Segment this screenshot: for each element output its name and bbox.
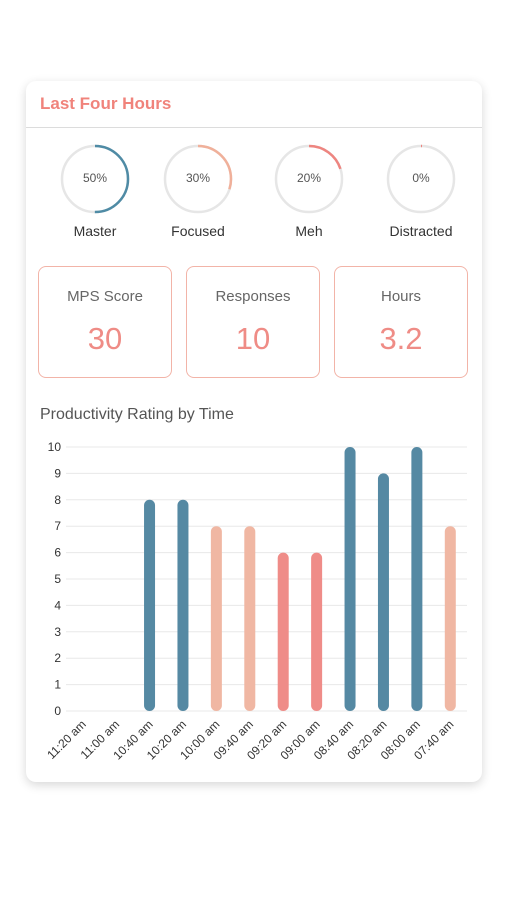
ring-distracted-gauge <box>386 144 456 214</box>
y-tick-label: 2 <box>54 651 61 665</box>
stat-mps-score-label: MPS Score <box>67 288 143 305</box>
y-tick-label: 3 <box>54 625 61 639</box>
bar-08-00-am <box>411 447 423 711</box>
last-four-hours-card: Last Four Hours 50% Master 30% Focused 2… <box>26 81 482 782</box>
bar-09-40-am <box>244 526 256 711</box>
bar-08-40-am <box>344 447 356 711</box>
ring-distracted-progress <box>386 144 456 214</box>
ring-distracted-label: Distracted <box>389 223 453 239</box>
y-tick-label: 5 <box>54 572 61 586</box>
bar-10-20-am <box>177 499 189 711</box>
y-tick-label: 9 <box>54 466 61 480</box>
stat-hours-label: Hours <box>380 288 421 305</box>
y-tick-label: 1 <box>54 678 61 692</box>
stat-responses-value: 10 <box>235 321 271 356</box>
ring-focused-label: Focused <box>171 223 225 239</box>
chart-title: Productivity Rating by Time <box>40 406 234 423</box>
y-tick-label: 7 <box>54 519 61 533</box>
stat-mps-score: MPS Score 30 <box>38 266 172 378</box>
y-tick-label: 4 <box>54 598 61 612</box>
stat-hours: Hours 3.2 <box>334 266 468 378</box>
card-header: Last Four Hours <box>26 81 482 128</box>
stat-responses-label: Responses <box>215 288 291 305</box>
bar-08-20-am <box>377 473 389 711</box>
y-tick-label: 6 <box>54 546 61 560</box>
y-tick-label: 8 <box>54 493 61 507</box>
card-title: Last Four Hours <box>40 94 172 113</box>
ring-meh-percent: 20% <box>296 171 322 185</box>
rating-rings: 50% Master 30% Focused 20% Meh 0% Distra… <box>26 144 482 244</box>
y-tick-label: 10 <box>48 440 62 454</box>
bar-09-00-am <box>311 552 323 711</box>
bar-07-40-am <box>444 526 456 711</box>
ring-focused-gauge <box>163 144 233 214</box>
ring-focused-progress <box>163 144 233 214</box>
ring-meh-progress <box>274 144 344 214</box>
y-tick-label: 0 <box>54 704 61 718</box>
ring-master-percent: 50% <box>82 171 108 185</box>
ring-master-label: Master <box>73 223 117 239</box>
ring-meh-label: Meh <box>295 223 323 239</box>
ring-master-progress <box>60 144 130 214</box>
stat-hours-value: 3.2 <box>379 321 423 356</box>
ring-focused: 30% Focused <box>153 144 243 239</box>
ring-distracted-percent: 0% <box>412 171 430 185</box>
bar-10-00-am <box>210 526 222 711</box>
stat-responses: Responses 10 <box>186 266 320 378</box>
stat-mps-score-value: 30 <box>87 321 123 356</box>
ring-master: 50% Master <box>50 144 140 239</box>
ring-meh: 20% Meh <box>264 144 354 239</box>
ring-distracted: 0% Distracted <box>376 144 466 239</box>
bar-09-20-am <box>277 552 289 711</box>
ring-master-gauge <box>60 144 130 214</box>
bar-10-40-am <box>144 499 156 711</box>
ring-meh-gauge <box>274 144 344 214</box>
ring-focused-percent: 30% <box>185 171 211 185</box>
